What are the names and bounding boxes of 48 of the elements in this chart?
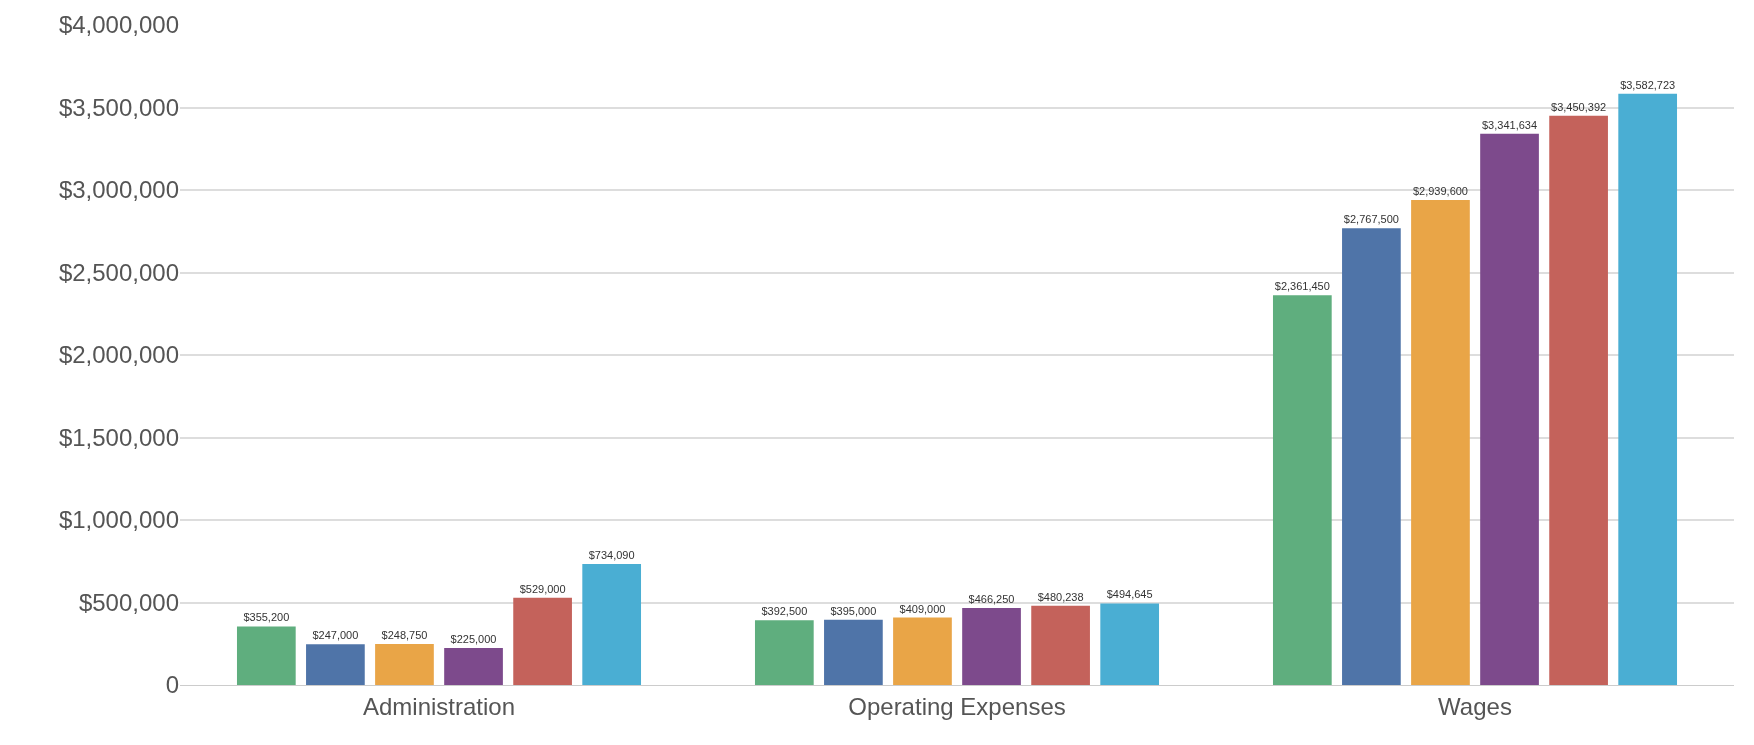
data-label: $734,090 — [588, 548, 635, 561]
data-label: $3,450,392 — [1551, 100, 1607, 113]
x-tick-label: Administration — [362, 692, 516, 720]
bar — [236, 626, 296, 685]
data-label: $247,000 — [312, 629, 359, 642]
bar — [1342, 228, 1401, 685]
bar — [1272, 295, 1332, 685]
bar — [1549, 115, 1608, 685]
y-tick-label: $3,500,000 — [58, 93, 179, 121]
bar — [1100, 603, 1160, 685]
bar — [582, 563, 642, 685]
x-tick-label: Operating Expenses — [848, 692, 1066, 720]
y-tick-label: $1,000,000 — [58, 506, 179, 534]
y-tick-label: $500,000 — [78, 588, 179, 616]
bar — [1031, 605, 1090, 685]
y-tick-label: $1,500,000 — [58, 423, 179, 451]
data-label: $2,939,600 — [1412, 184, 1468, 197]
y-tick-label: 0 — [165, 671, 179, 699]
data-label: $409,000 — [899, 602, 946, 615]
data-label: $466,250 — [968, 593, 1015, 606]
bar — [893, 617, 952, 685]
bar — [1480, 133, 1539, 685]
data-label: $248,750 — [381, 628, 428, 641]
data-label: $225,000 — [450, 632, 497, 645]
bar — [513, 597, 572, 685]
bar — [375, 643, 434, 685]
y-tick-label: $2,000,000 — [58, 341, 179, 369]
data-label: $3,341,634 — [1482, 118, 1538, 131]
bar — [1618, 93, 1678, 685]
y-tick-label: $3,000,000 — [58, 176, 179, 204]
data-label: $2,767,500 — [1343, 213, 1399, 226]
data-label: $494,645 — [1106, 588, 1153, 601]
data-label: $529,000 — [519, 582, 566, 595]
data-label: $480,238 — [1037, 590, 1084, 603]
bar — [1411, 199, 1470, 685]
y-tick-label: $4,000,000 — [58, 11, 179, 39]
data-label: $3,582,723 — [1620, 78, 1676, 91]
bar — [754, 620, 814, 685]
bar — [824, 619, 883, 685]
y-tick-label: $2,500,000 — [58, 258, 179, 286]
bar — [306, 644, 365, 685]
data-label: $392,500 — [761, 605, 808, 618]
data-label: $355,200 — [243, 611, 290, 624]
x-tick-label: Wages — [1438, 692, 1512, 720]
bar — [962, 608, 1021, 685]
data-label: $395,000 — [830, 604, 877, 617]
bar — [444, 647, 503, 685]
data-label: $2,361,450 — [1274, 280, 1330, 293]
